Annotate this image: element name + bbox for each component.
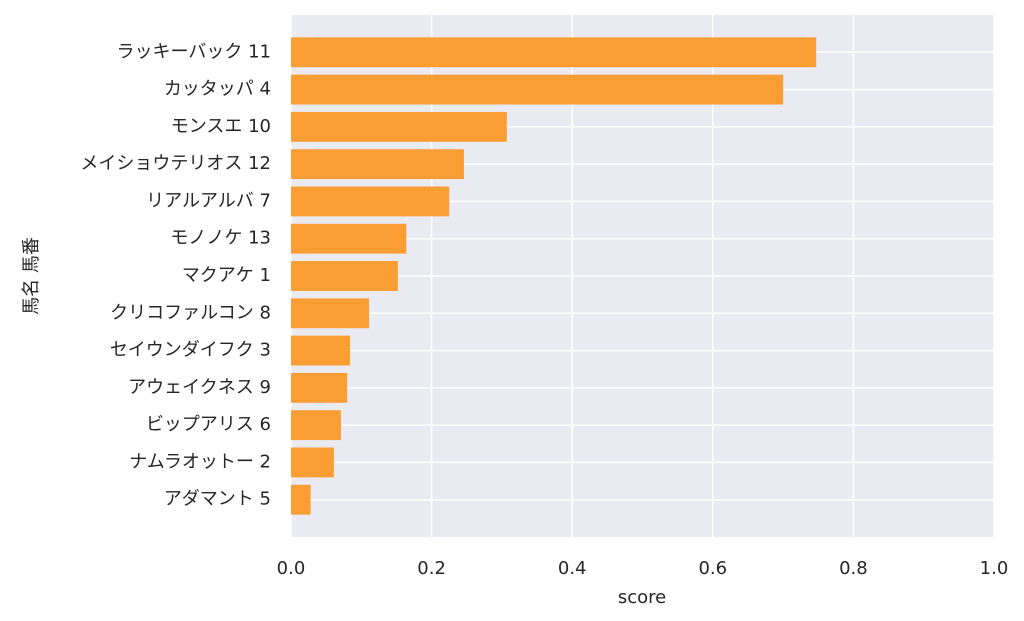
x-tick-label: 1.0 — [980, 558, 1009, 579]
y-tick-label: ナムラオットー 2 — [129, 451, 271, 472]
y-tick-label: クリコファルコン 8 — [110, 302, 271, 323]
bar — [291, 37, 817, 68]
bar — [291, 484, 311, 515]
bar — [291, 261, 398, 291]
bar — [291, 149, 464, 180]
bar — [291, 298, 370, 329]
bar — [291, 186, 450, 217]
y-axis-label: 馬名 馬番 — [21, 237, 42, 315]
y-tick-label: リアルアルバ 7 — [146, 190, 271, 211]
x-axis-label: score — [618, 587, 666, 608]
x-tick-label: 0.8 — [839, 558, 868, 579]
bar — [291, 111, 507, 142]
bar — [291, 74, 784, 105]
y-tick-label: メイショウテリオス 12 — [80, 153, 271, 174]
bar — [291, 447, 334, 478]
y-tick-label: アウェイクネス 9 — [128, 377, 271, 398]
x-tick-label: 0.2 — [417, 558, 446, 579]
bar — [291, 410, 341, 441]
bar — [291, 372, 348, 403]
x-tick-label: 0.0 — [277, 558, 306, 579]
y-tick-label: アダマント 5 — [164, 489, 271, 510]
bar — [291, 335, 351, 366]
y-tick-label: カッタッパ 4 — [164, 79, 271, 100]
y-tick-label: モンスエ 10 — [171, 116, 271, 137]
y-tick-label: マクアケ 1 — [182, 265, 271, 286]
x-tick-label: 0.6 — [698, 558, 727, 579]
y-tick-label: セイウンダイフク 3 — [110, 340, 271, 361]
bar — [291, 223, 407, 254]
y-tick-label: モノノケ 13 — [170, 228, 271, 249]
y-tick-label: ビップアリス 6 — [146, 414, 271, 435]
y-tick-label: ラッキーバック 11 — [117, 41, 271, 62]
x-tick-label: 0.4 — [558, 558, 587, 579]
